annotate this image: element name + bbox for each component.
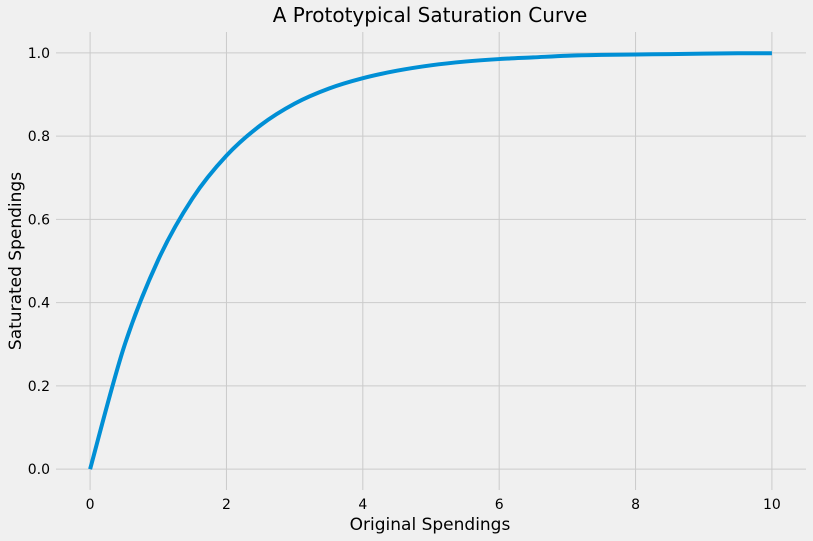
y-tick-label: 0.2 — [28, 379, 50, 395]
x-tick-label: 8 — [631, 497, 640, 513]
saturation-curve-line — [88, 51, 772, 470]
x-axis-label: Original Spendings — [350, 515, 511, 535]
y-tick-label: 0.6 — [28, 212, 50, 228]
y-tick-label: 0.0 — [28, 462, 50, 478]
x-axis-ticks: 0 2 4 6 8 10 — [86, 497, 781, 513]
x-tick-label: 0 — [86, 497, 95, 513]
x-tick-label: 10 — [763, 497, 781, 513]
x-tick-label: 2 — [222, 497, 231, 513]
x-tick-label: 6 — [495, 497, 504, 513]
x-tick-label: 4 — [358, 497, 367, 513]
y-tick-label: 0.4 — [28, 296, 50, 312]
y-tick-label: 0.8 — [28, 129, 50, 145]
grid-lines — [56, 32, 806, 490]
chart-title: A Prototypical Saturation Curve — [273, 3, 588, 27]
y-axis-label: Saturated Spendings — [6, 172, 26, 350]
y-axis-ticks: 0.0 0.2 0.4 0.6 0.8 1.0 — [28, 46, 50, 478]
y-tick-label: 1.0 — [28, 46, 50, 62]
